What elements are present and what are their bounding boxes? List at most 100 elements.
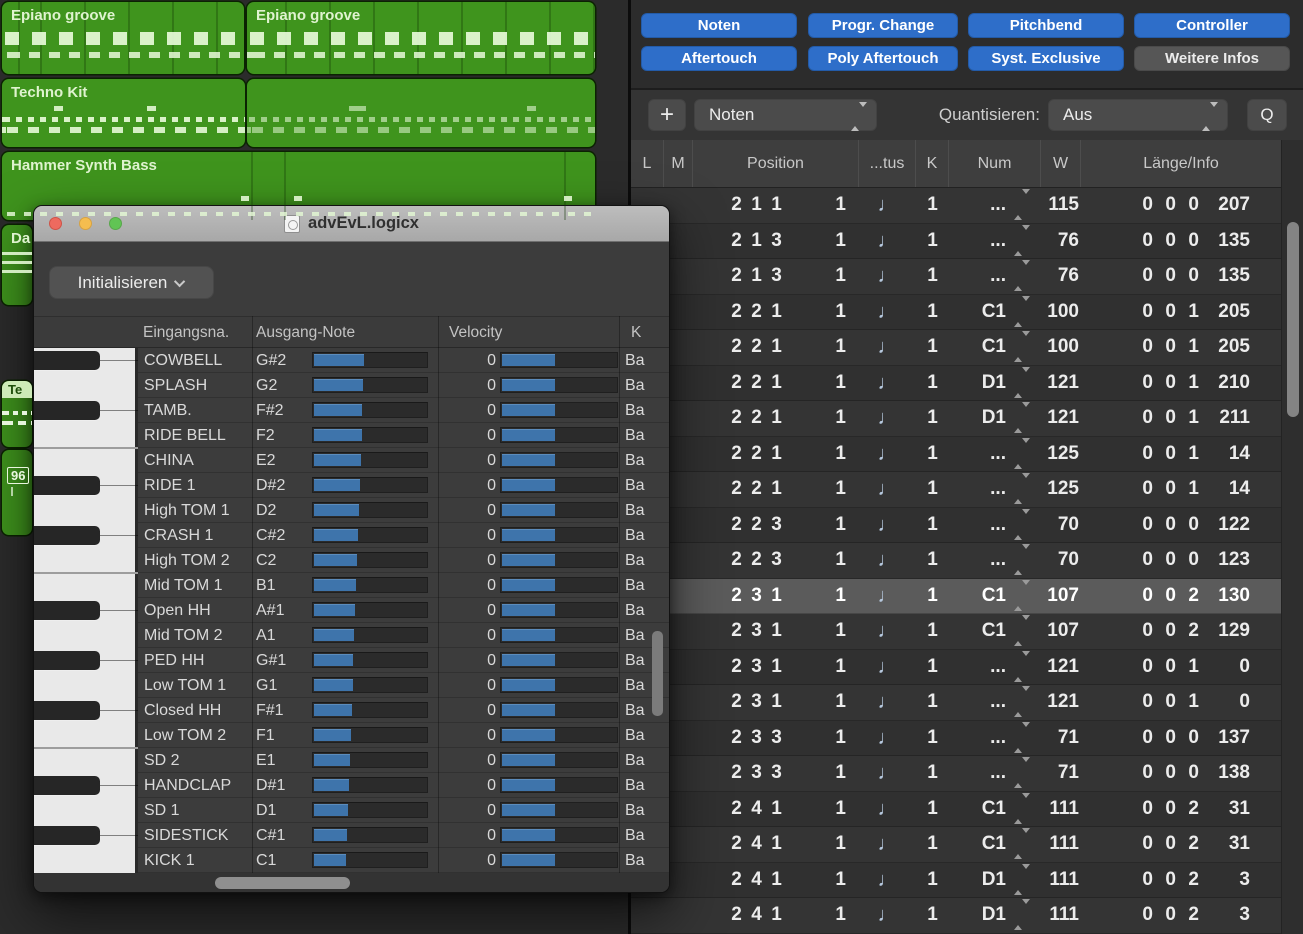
stepper-down-icon[interactable] <box>1022 721 1030 748</box>
velocity-slider[interactable] <box>500 777 618 793</box>
num-cell[interactable]: ... <box>949 650 1041 682</box>
mapping-column-header[interactable]: K <box>631 324 642 341</box>
column-header-L[interactable]: L <box>631 140 664 187</box>
length-info-cell[interactable]: 0 0 1 210 <box>1081 372 1281 394</box>
note-slider[interactable] <box>312 477 428 493</box>
stepper-icon[interactable] <box>1014 437 1030 469</box>
event-type-dropdown[interactable]: Noten <box>694 99 877 131</box>
stepper-icon[interactable] <box>1014 899 1030 931</box>
cable-channel[interactable]: Ba <box>625 802 645 819</box>
note-slider[interactable] <box>312 852 428 868</box>
num-cell[interactable]: ... <box>949 189 1041 221</box>
stepper-icon[interactable] <box>1014 863 1030 895</box>
stepper-icon[interactable] <box>1014 721 1030 753</box>
drum-mapping-row[interactable]: RIDE 1 D#2 0 Ba <box>34 473 669 498</box>
cable-channel[interactable]: Ba <box>625 702 645 719</box>
output-note[interactable]: C1 <box>256 852 277 869</box>
quantize-dropdown[interactable]: Aus <box>1048 99 1228 131</box>
velocity-slider[interactable] <box>500 677 618 693</box>
stepper-icon[interactable] <box>1014 473 1030 505</box>
velocity-slider[interactable] <box>500 452 618 468</box>
event-row[interactable]: 2 2 1 1 ♩ 1... 125 0 0 1 14 <box>631 472 1281 508</box>
note-slider[interactable] <box>312 452 428 468</box>
velocity-cell[interactable]: 111 <box>1049 904 1079 926</box>
velocity-cell[interactable]: 121 <box>1047 371 1079 393</box>
cable-channel[interactable]: Ba <box>625 827 645 844</box>
stepper-icon[interactable] <box>1014 295 1030 327</box>
event-row[interactable]: 2 2 1 1 ♩ 1 C1 100 0 0 1 205 <box>631 294 1281 330</box>
velocity-slider[interactable] <box>500 502 618 518</box>
cable-channel[interactable]: Ba <box>625 502 645 519</box>
num-cell[interactable]: ... <box>949 686 1041 718</box>
stepper-icon[interactable] <box>1014 331 1030 363</box>
drum-mapping-row[interactable]: HANDCLAP D#1 0 Ba <box>34 773 669 798</box>
velocity-offset[interactable]: 0 <box>487 727 496 744</box>
event-row[interactable]: 2 3 1 1 ♩ 1... 121 0 0 1 0 <box>631 649 1281 685</box>
drum-mapping-row[interactable]: SD 1 D1 0 Ba <box>34 798 669 823</box>
velocity-offset[interactable]: 0 <box>487 427 496 444</box>
channel-cell[interactable]: 1 <box>927 300 938 322</box>
num-cell[interactable]: ... <box>949 508 1041 540</box>
velocity-offset[interactable]: 0 <box>487 452 496 469</box>
column-header-W[interactable]: W <box>1041 140 1081 187</box>
velocity-offset[interactable]: 0 <box>487 702 496 719</box>
output-note[interactable]: F#1 <box>256 702 284 719</box>
stepper-icon[interactable] <box>1014 544 1030 576</box>
output-note[interactable]: G#2 <box>256 352 287 369</box>
velocity-slider[interactable] <box>500 552 618 568</box>
channel-cell[interactable]: 1 <box>927 584 938 606</box>
cable-channel[interactable]: Ba <box>625 377 645 394</box>
velocity-offset[interactable]: 0 <box>487 852 496 869</box>
event-row[interactable]: 2 2 3 1 ♩ 1... 70 0 0 0 122 <box>631 507 1281 543</box>
stepper-down-icon[interactable] <box>1022 366 1030 393</box>
filter-button-pitchbend[interactable]: Pitchbend <box>968 13 1124 38</box>
event-row[interactable]: 2 4 1 1 ♩ 1 C1 111 0 0 2 31 <box>631 791 1281 827</box>
stepper-up-icon[interactable] <box>1014 371 1022 398</box>
note-slider[interactable] <box>312 652 428 668</box>
velocity-cell[interactable]: 71 <box>1057 762 1079 784</box>
midi-region-epiano2[interactable]: Epiano groove <box>247 2 595 74</box>
length-info-cell[interactable]: 0 0 0 123 <box>1081 549 1281 571</box>
velocity-slider[interactable] <box>500 602 618 618</box>
cable-channel[interactable]: Ba <box>625 352 645 369</box>
cable-channel[interactable]: Ba <box>625 477 645 494</box>
stepper-down-icon[interactable] <box>1022 899 1030 926</box>
stepper-up-icon[interactable] <box>1014 229 1022 256</box>
num-cell[interactable]: D1 <box>949 402 1041 434</box>
velocity-offset[interactable]: 0 <box>487 377 496 394</box>
event-row[interactable]: 2 1 1 1 ♩ 1... 115 0 0 0 207 <box>631 188 1281 224</box>
event-row[interactable]: 2 2 3 1 ♩ 1... 70 0 0 0 123 <box>631 543 1281 579</box>
output-note[interactable]: F2 <box>256 427 275 444</box>
stepper-icon[interactable] <box>1014 828 1030 860</box>
stepper-up-icon[interactable] <box>1014 407 1022 434</box>
output-note[interactable]: F#2 <box>256 402 284 419</box>
note-slider[interactable] <box>312 677 428 693</box>
stepper-down-icon[interactable] <box>1022 579 1030 606</box>
filter-button-controller[interactable]: Controller <box>1134 13 1290 38</box>
velocity-cell[interactable]: 121 <box>1047 407 1079 429</box>
note-slider[interactable] <box>312 752 428 768</box>
stepper-up-icon[interactable] <box>1014 478 1022 505</box>
drum-mapping-row[interactable]: High TOM 1 D2 0 Ba <box>34 498 669 523</box>
length-info-cell[interactable]: 0 0 1 14 <box>1081 478 1281 500</box>
velocity-slider[interactable] <box>500 852 618 868</box>
velocity-slider[interactable] <box>500 402 618 418</box>
event-row[interactable]: 2 4 1 1 ♩ 1 C1 111 0 0 2 31 <box>631 827 1281 863</box>
velocity-slider[interactable] <box>500 527 618 543</box>
channel-cell[interactable]: 1 <box>927 797 938 819</box>
num-cell[interactable]: C1 <box>949 615 1041 647</box>
cable-channel[interactable]: Ba <box>625 427 645 444</box>
stepper-down-icon[interactable] <box>1022 473 1030 500</box>
black-key-Cs2[interactable] <box>34 526 100 545</box>
channel-cell[interactable]: 1 <box>927 904 938 926</box>
length-info-cell[interactable]: 0 0 0 137 <box>1081 727 1281 749</box>
channel-cell[interactable]: 1 <box>927 478 938 500</box>
stepper-icon[interactable] <box>1014 402 1030 434</box>
output-note[interactable]: D2 <box>256 502 277 519</box>
drum-mapping-row[interactable]: KICK 1 C1 0 Ba <box>34 848 669 873</box>
